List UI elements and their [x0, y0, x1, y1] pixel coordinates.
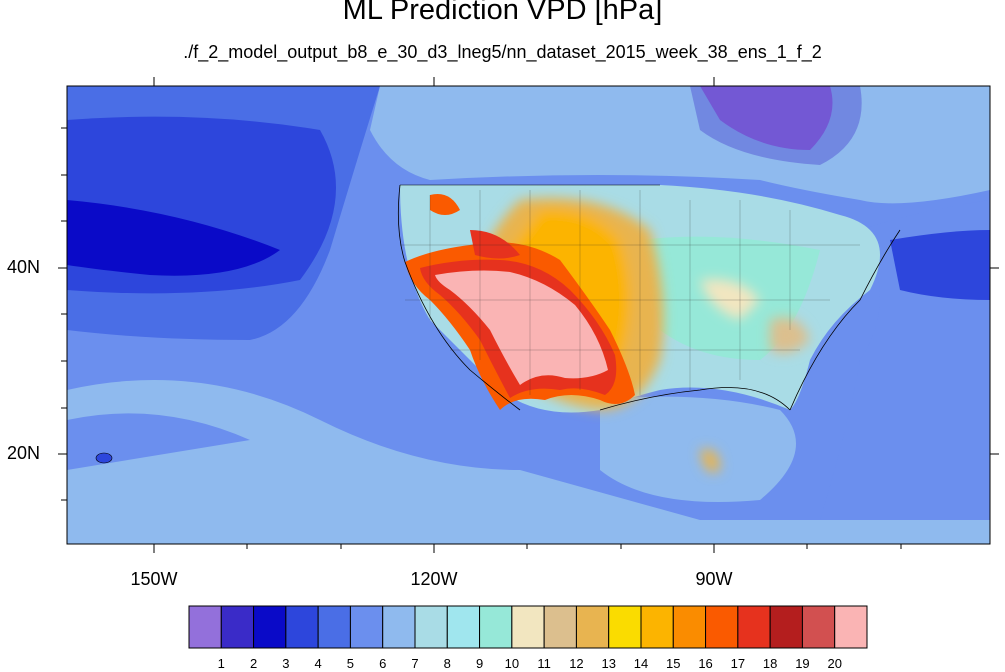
- colorbar-label: 13: [601, 656, 616, 671]
- colorbar-swatch: [801, 605, 836, 649]
- colorbar-label: 8: [443, 656, 451, 671]
- colorbar-swatch: [253, 605, 287, 649]
- colorbar-swatch: [640, 605, 674, 649]
- lon-label-90w: 90W: [695, 569, 733, 589]
- colorbar-swatch: [446, 605, 481, 649]
- colorbar-label: 7: [411, 656, 419, 671]
- colorbar-swatch: [349, 605, 384, 649]
- map-subtitle: ./f_2_model_output_b8_e_30_d3_lneg5/nn_d…: [183, 42, 822, 62]
- colorbar-swatch: [737, 605, 771, 649]
- colorbar-swatch: [220, 605, 255, 649]
- colorbar-label: 5: [346, 656, 355, 671]
- colorbar-label: 12: [569, 656, 584, 671]
- colorbar-label: 17: [730, 656, 746, 671]
- colorbar-swatch: [317, 605, 351, 649]
- colorbar-swatch: [575, 605, 610, 649]
- lon-label-120w: 120W: [410, 569, 458, 589]
- colorbar-label: 14: [633, 656, 649, 671]
- colorbar-label: 11: [537, 656, 551, 671]
- colorbar-label: 10: [504, 656, 520, 671]
- colorbar-swatch: [382, 605, 416, 649]
- colorbar-swatch: [543, 605, 577, 649]
- colorbar-swatch: [608, 605, 642, 649]
- colorbar: [188, 605, 868, 649]
- colorbar-swatch: [511, 605, 545, 649]
- lat-label-20n: 20N: [6, 443, 40, 463]
- colorbar-label: 16: [698, 656, 713, 671]
- lon-label-150w: 150W: [130, 569, 178, 589]
- lat-label-40n: 40N: [6, 257, 40, 277]
- colorbar-swatch: [705, 605, 739, 649]
- colorbar-swatch: [834, 605, 868, 649]
- colorbar-label: 4: [314, 656, 322, 671]
- colorbar-label: 9: [475, 656, 484, 671]
- colorbar-label: 15: [666, 656, 681, 671]
- colorbar-label: 3: [282, 656, 290, 671]
- colorbar-swatch: [414, 605, 448, 649]
- colorbar-label: 6: [379, 656, 387, 671]
- colorbar-label: 1: [217, 656, 225, 671]
- colorbar-swatch: [479, 605, 513, 649]
- colorbar-swatch: [188, 605, 222, 649]
- colorbar-label: 2: [249, 656, 258, 671]
- colorbar-label: 20: [827, 656, 842, 671]
- colorbar-swatch: [285, 605, 319, 649]
- map-title: ML Prediction VPD [hPa]: [342, 0, 663, 26]
- colorbar-label: 18: [762, 656, 778, 671]
- map-field: [67, 86, 990, 544]
- colorbar-swatch: [672, 605, 707, 649]
- colorbar-label: 19: [795, 656, 810, 671]
- colorbar-swatch: [769, 605, 803, 649]
